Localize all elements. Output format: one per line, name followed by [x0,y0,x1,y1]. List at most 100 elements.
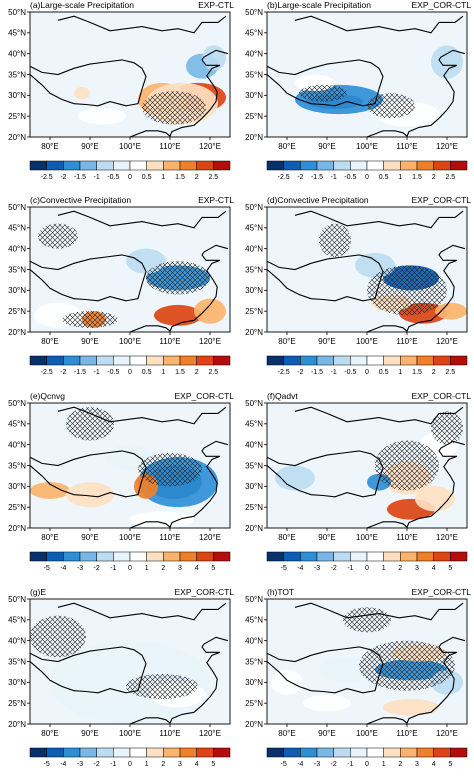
colorbar-swatch [29,747,47,758]
x-tick-label: 100°E [119,533,141,542]
anomaly-blob [130,511,194,528]
panel-case-label: EXP_COR-CTL [411,587,471,597]
x-tick-label: 110°E [396,337,417,346]
colorbar-swatch [300,551,318,562]
significance-hatch [375,440,439,491]
y-tick-label: 40°N [245,244,263,253]
y-tick-label: 20°N [245,328,263,337]
colorbar-swatch [350,551,368,562]
colorbar-swatch [383,160,401,171]
colorbar-swatch [213,355,231,366]
x-tick-label: 120°E [199,142,221,151]
colorbar-label: -1 [331,174,337,181]
panel-title: (a)Large-scale Precipitation [30,0,134,10]
colorbar-swatch [283,160,301,171]
colorbar-swatch [433,355,451,366]
colorbar-swatch [383,355,401,366]
colorbar-swatch [450,747,468,758]
panel-title: (d)Convective Precipitation [267,195,369,205]
y-tick-label: 25°N [8,503,26,512]
colorbar-swatch [163,747,181,758]
y-tick-label: 50°N [8,8,26,17]
colorbar-swatch [63,160,81,171]
anomaly-blob [78,107,126,125]
colorbar-label: -3 [77,565,83,572]
colorbar-swatch [366,551,384,562]
y-tick-label: 30°N [8,286,26,295]
significance-hatch [138,453,202,487]
x-tick-label: 120°E [436,729,458,738]
colorbar-swatch [146,355,164,366]
x-tick-label: 110°E [396,729,417,738]
colorbar-label: 0 [128,565,132,572]
y-tick-label: 45°N [245,420,263,429]
northern-outline [57,406,227,425]
colorbar-swatch [196,551,214,562]
colorbar-swatch [113,551,131,562]
colorbar-swatch [366,747,384,758]
colorbar-label: -2.5 [41,369,53,376]
panel-title: (c)Convective Precipitation [30,195,132,205]
x-tick-label: 110°E [159,729,180,738]
colorbar-swatch [333,355,351,366]
significance-hatch [299,84,347,102]
panel-g-map-svg: 80°E 90°E 100°E 110°E 120°E 20°N 25°N 30°N 35°N 4… [8,595,231,768]
anomaly-blob [74,87,90,100]
significance-hatch [62,311,118,328]
panel-a-map-svg: 80°E 90°E 100°E 110°E 120°E 20°N 25°N 30°N 35°N 4… [8,8,231,181]
colorbar-swatch [283,747,301,758]
colorbar-swatch [146,160,164,171]
colorbar-swatch [163,551,181,562]
plateau-outline [267,254,384,302]
colorbar-label: -1.5 [74,369,86,376]
colorbar-label: -2.5 [278,369,290,376]
colorbar-label: 5 [211,761,215,768]
x-tick-label: 80°E [278,729,295,738]
colorbar-label: 0 [365,565,369,572]
plateau-outline [267,646,384,694]
colorbar-swatch [433,160,451,171]
colorbar-swatch [79,747,97,758]
colorbar-label: 1 [382,565,386,572]
y-tick-label: 25°N [245,307,263,316]
northern-outline [294,602,464,621]
panel-title: (g)E [30,587,47,597]
colorbar-label: -4 [297,761,303,768]
colorbar-swatch [63,551,81,562]
x-tick-label: 120°E [436,142,458,151]
x-tick-label: 110°E [396,142,417,151]
significance-hatch [367,93,415,119]
panel-f-map-svg: 80°E 90°E 100°E 110°E 120°E 20°N 25°N 30°N 35°N 4… [245,399,468,572]
colorbar-swatch [416,160,434,171]
y-tick-label: 40°N [8,440,26,449]
colorbar-label: 2.5 [445,369,455,376]
panel-case-label: EXP_COR-CTL [174,391,234,401]
colorbar-swatch [400,160,418,171]
x-tick-label: 90°E [81,142,98,151]
colorbar-swatch [29,355,47,366]
colorbar-label: 2.5 [445,174,455,181]
colorbar-label: 3 [178,565,182,572]
colorbar-swatch [366,355,384,366]
panel-c-map-svg: 80°E 90°E 100°E 110°E 120°E 20°N 25°N 30°N 35°N 4… [8,203,231,376]
y-tick-label: 30°N [245,678,263,687]
colorbar-label: 2.5 [208,174,218,181]
y-tick-label: 50°N [245,8,263,17]
y-tick-label: 35°N [245,70,263,79]
significance-hatch [431,411,463,445]
colorbar-swatch [333,160,351,171]
colorbar-label: -1 [331,369,337,376]
significance-hatch [30,615,86,658]
x-tick-label: 120°E [199,337,221,346]
anomaly-blob [202,45,226,71]
panel-c: 80°E 90°E 100°E 110°E 120°E 20°N 25°N 30°N 35°N 4… [0,195,237,391]
colorbar-swatch [129,747,147,758]
northern-outline [294,210,464,229]
colorbar-label: 2 [195,369,199,376]
significance-hatch [146,261,210,295]
colorbar-label: 0.5 [379,369,389,376]
colorbar-label: 2 [161,761,165,768]
y-tick-label: 30°N [245,91,263,100]
x-tick-label: 110°E [159,337,180,346]
colorbar-swatch [129,355,147,366]
